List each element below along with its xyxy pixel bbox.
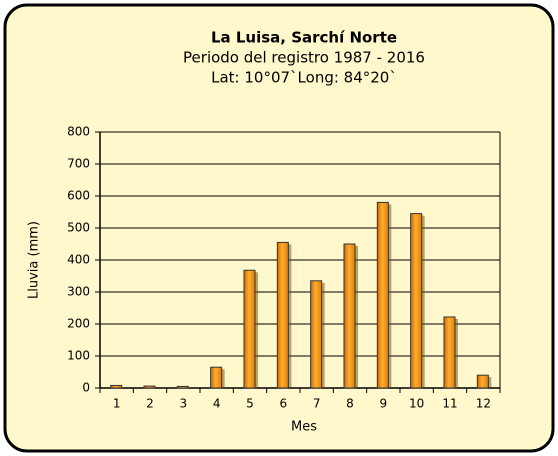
x-tick-label: 11 [442,397,457,411]
y-tick-label: 300 [67,285,90,299]
y-tick-label: 400 [67,253,90,267]
x-tick-label: 4 [213,397,221,411]
bar [310,280,323,389]
bar [376,201,389,389]
x-tick-label: 6 [280,397,288,411]
bar [243,269,256,389]
y-tick-label: 500 [67,221,90,235]
x-tick-label: 7 [313,397,321,411]
x-tick-label: 5 [246,397,254,411]
y-tick-label: 600 [67,189,90,203]
x-tick-label: 3 [180,397,188,411]
bar [210,366,223,389]
chart-subtitle: Periodo del registro 1987 - 2016 [183,49,425,67]
bar [476,374,489,389]
x-tick-label: 12 [476,397,491,411]
bar [110,384,123,389]
x-tick-label: 2 [146,397,154,411]
bar [176,385,189,389]
bar [276,241,289,389]
x-tick-label: 9 [380,397,388,411]
bar [443,316,456,389]
bar [410,213,423,389]
y-tick-label: 200 [67,317,90,331]
y-axis-label: Lluvia (mm) [27,221,42,299]
x-tick-label: 8 [346,397,354,411]
y-tick-label: 0 [82,381,90,395]
x-tick-label: 1 [113,397,121,411]
bar [143,385,156,389]
chart-title: La Luisa, Sarchí Norte [211,29,397,47]
x-tick-label: 10 [409,397,424,411]
y-tick-label: 700 [67,157,90,171]
y-tick-label: 100 [67,349,90,363]
bar [343,243,356,389]
chart-subtitle: Lat: 10°07`Long: 84°20` [211,69,397,87]
x-axis-label: Mes [291,420,317,435]
y-tick-label: 800 [67,125,90,139]
